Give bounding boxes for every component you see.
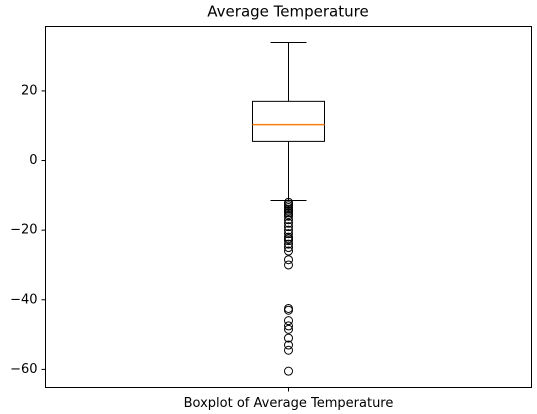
outlier	[284, 239, 293, 249]
outlier	[284, 305, 293, 315]
outlier	[284, 316, 293, 326]
y-tick-label: −60	[10, 362, 37, 377]
outlier	[284, 340, 293, 350]
y-tick-label: 20	[21, 83, 38, 98]
outlier	[284, 324, 293, 334]
outlier	[284, 215, 293, 225]
outlier	[284, 218, 293, 228]
outlier	[284, 229, 293, 239]
outlier	[284, 211, 293, 221]
outlier	[284, 255, 293, 265]
chart-title: Average Temperature	[207, 3, 368, 21]
outlier	[284, 260, 293, 270]
outlier	[284, 243, 293, 253]
outlier	[284, 246, 293, 256]
outlier	[284, 321, 293, 331]
outlier	[284, 225, 293, 235]
y-tick-label: −40	[10, 292, 37, 307]
x-tick-label: Boxplot of Average Temperature	[184, 396, 394, 411]
outlier	[284, 345, 293, 355]
box	[252, 100, 325, 142]
y-tick-label: −20	[10, 223, 37, 238]
outlier	[284, 236, 293, 246]
outlier	[284, 222, 293, 232]
outlier	[284, 333, 293, 343]
y-tick-label: 0	[29, 153, 37, 168]
outlier	[284, 366, 293, 376]
